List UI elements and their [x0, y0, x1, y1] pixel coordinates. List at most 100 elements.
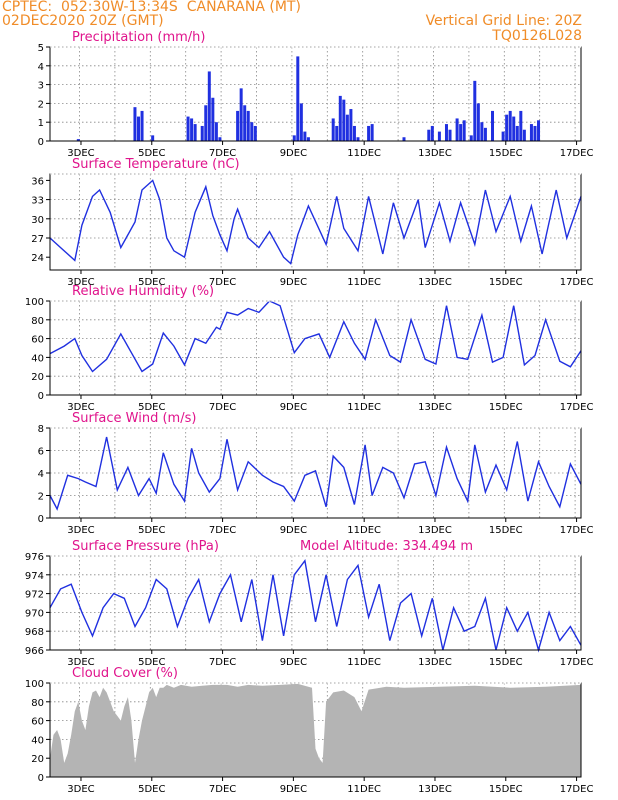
header-model-code: TQ0126L028	[492, 28, 582, 44]
y-tick-label: 0	[38, 514, 44, 525]
precip-bar	[491, 110, 494, 141]
y-tick-label: 80	[31, 698, 44, 709]
y-tick-label: 27	[31, 234, 44, 245]
y-tick-label: 100	[25, 679, 44, 690]
precip-bar	[427, 129, 431, 141]
x-tick-label: 15DEC	[489, 525, 523, 536]
precip-bar	[459, 124, 463, 141]
x-tick-label: 9DEC	[280, 657, 307, 668]
precip-bar	[140, 110, 144, 141]
x-tick-label: 13DEC	[418, 148, 452, 159]
panel-frame	[49, 555, 582, 651]
precip-bar	[253, 125, 257, 141]
y-tick-label: 968	[25, 627, 44, 638]
precip-bar	[515, 125, 519, 141]
y-tick-label: 3	[38, 81, 44, 92]
precip-bar	[469, 135, 473, 141]
y-tick-label: 36	[31, 176, 44, 187]
precip-bar	[296, 56, 300, 141]
y-tick-label: 40	[31, 735, 44, 746]
precip-bar	[448, 129, 452, 141]
y-tick-label: 4	[38, 62, 44, 73]
precip-bar	[190, 118, 194, 141]
precip-bar	[133, 107, 137, 141]
precip-bar	[236, 110, 240, 141]
panel-title: Precipitation (mm/h)	[72, 30, 205, 45]
precip-bar	[193, 124, 197, 141]
x-tick-label: 9DEC	[280, 525, 307, 536]
y-tick-label: 30	[31, 215, 44, 226]
y-tick-label: 33	[31, 196, 44, 207]
x-tick-label: 11DEC	[347, 148, 381, 159]
precip-bar	[483, 127, 487, 141]
precip-bar	[137, 116, 140, 141]
x-tick-label: 17DEC	[560, 525, 594, 536]
x-tick-label: 17DEC	[560, 784, 594, 795]
precip-bar	[299, 103, 303, 141]
x-tick-label: 7DEC	[209, 784, 236, 795]
precip-bar	[218, 137, 222, 141]
x-tick-label: 5DEC	[138, 148, 165, 159]
precip-bar	[402, 137, 406, 141]
y-tick-label: 100	[25, 297, 44, 308]
x-tick-label: 5DEC	[138, 657, 165, 668]
x-tick-label: 11DEC	[347, 277, 381, 288]
y-tick-label: 976	[25, 552, 44, 563]
y-tick-label: 970	[25, 608, 44, 619]
x-tick-label: 9DEC	[280, 402, 307, 413]
y-tick-label: 24	[31, 253, 44, 264]
series-line	[49, 558, 582, 653]
x-tick-label: 13DEC	[418, 784, 452, 795]
precip-bar	[349, 109, 353, 141]
x-tick-label: 7DEC	[209, 402, 236, 413]
precip-bar	[207, 71, 211, 141]
precip-bar	[508, 110, 512, 141]
x-tick-label: 3DEC	[67, 277, 94, 288]
panel-title: Surface Temperature (nC)	[72, 157, 240, 172]
precip-bar	[476, 103, 480, 141]
y-tick-label: 972	[25, 590, 44, 601]
y-tick-label: 1	[38, 118, 44, 129]
x-tick-label: 11DEC	[347, 402, 381, 413]
precip-bar	[342, 99, 346, 141]
precip-bar	[529, 124, 533, 141]
panel-title: Relative Humidity (%)	[72, 284, 214, 299]
precip-bar	[430, 125, 434, 141]
x-tick-label: 5DEC	[138, 525, 165, 536]
precip-bar	[505, 114, 509, 141]
precip-bar	[211, 97, 215, 141]
precip-bar	[250, 122, 254, 141]
x-tick-label: 7DEC	[209, 657, 236, 668]
x-tick-label: 3DEC	[67, 402, 94, 413]
precip-bar	[537, 120, 541, 141]
x-tick-label: 15DEC	[489, 277, 523, 288]
precip-bar	[292, 135, 296, 141]
panel-frame	[49, 300, 582, 396]
x-tick-label: 7DEC	[209, 148, 236, 159]
x-tick-label: 15DEC	[489, 784, 523, 795]
precip-bar	[501, 131, 505, 141]
precip-bar	[533, 125, 537, 141]
precip-bar	[473, 80, 477, 141]
panel-title: Cloud Cover (%)	[72, 666, 178, 681]
precip-bar	[370, 124, 374, 141]
precip-bar	[204, 105, 208, 141]
x-tick-label: 15DEC	[489, 657, 523, 668]
model-altitude: Model Altitude: 334.494 m	[300, 539, 473, 554]
y-tick-label: 966	[25, 646, 44, 657]
y-tick-label: 60	[31, 335, 44, 346]
x-tick-label: 3DEC	[67, 148, 94, 159]
precip-bar	[186, 116, 190, 141]
precip-bar	[239, 88, 243, 141]
series-line	[49, 179, 582, 265]
x-tick-label: 3DEC	[67, 657, 94, 668]
cloud-area	[50, 683, 581, 777]
x-tick-label: 11DEC	[347, 784, 381, 795]
y-tick-label: 2	[38, 492, 44, 503]
x-tick-label: 17DEC	[560, 277, 594, 288]
precip-bar	[522, 129, 526, 141]
y-tick-label: 0	[38, 773, 44, 784]
precip-bar	[444, 124, 448, 141]
x-tick-label: 15DEC	[489, 402, 523, 413]
y-tick-label: 20	[31, 372, 44, 383]
